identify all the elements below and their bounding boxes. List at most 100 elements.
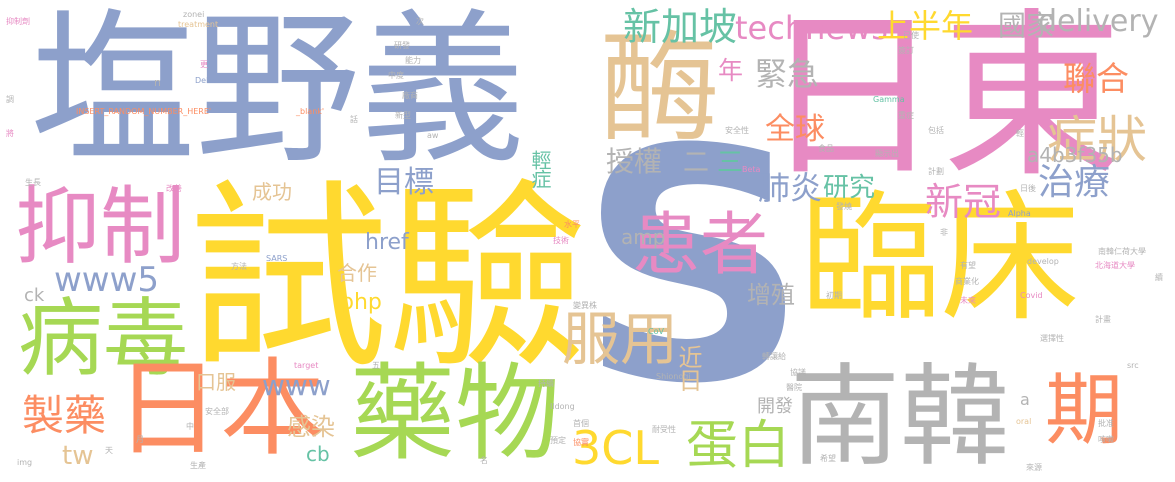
word-diao: 調 (6, 95, 14, 104)
word-koufu: 口服 (196, 370, 236, 394)
word-zhengzhuang: 症狀 (1047, 111, 1147, 169)
word-qianding: 簽訂 (898, 46, 914, 55)
word-guojia: 國家 (998, 9, 1055, 42)
word-xuanzexing: 選擇性 (1040, 334, 1064, 343)
word-href: href (365, 230, 409, 255)
word-insert: INSERT_RANDOM_NUMBER_HERE' (76, 107, 212, 116)
word-gen: 更 (200, 60, 208, 69)
word-yuding: 預定 (550, 436, 566, 445)
word-aw: aw (427, 131, 439, 140)
word-shangbannian: 上半年 (877, 7, 974, 45)
word-shouquan: 授權 (606, 145, 663, 178)
word-bianyizhu: 變異株 (573, 301, 597, 310)
word-nengli: 能力 (405, 56, 421, 65)
word-tw: tw (62, 441, 94, 471)
word-chixu: 持續 (538, 379, 554, 388)
word-blank: _blank' (296, 107, 325, 116)
word-mei: 酶 (600, 20, 720, 159)
word-jiang: 將 (6, 129, 14, 138)
word-amp: amp (621, 225, 666, 249)
word-n: n (154, 76, 161, 89)
word-tuo: 續 (1155, 273, 1163, 282)
word-nian: 年 (718, 56, 744, 85)
word-jisuan: 計劃 (928, 167, 944, 176)
word-shiyan: 試驗 (188, 163, 589, 396)
word-qi: 期 (1045, 366, 1124, 456)
word-baokuo: 包括 (928, 126, 944, 135)
word-quanqiu: 全球 (765, 112, 825, 147)
word-ganran: 感染 (287, 413, 335, 441)
word-fuyong: 服用 (562, 305, 679, 373)
word-shengchan: 生產 (190, 461, 206, 470)
word-hezuo: 合作 (337, 261, 377, 285)
word-beta: Beta (742, 165, 761, 174)
word-fayan: 發燒 (836, 202, 852, 211)
word-ck: ck (24, 285, 45, 306)
word-img: img (17, 458, 33, 467)
word-kesou: 咳嗽 (1098, 435, 1114, 444)
word-yiyuan: 醫院 (786, 383, 802, 392)
word-develop: develop (1027, 257, 1059, 266)
word-cb: cb (306, 442, 330, 466)
word-wu: 五 (372, 361, 380, 370)
word-yanfa: 研發 (394, 41, 410, 50)
word-pizhun: 批准 (1098, 419, 1114, 428)
word-qingzheng: 輕症 (528, 150, 552, 188)
word-a: a (1020, 390, 1030, 409)
word-fangfa: 方法 (231, 262, 247, 271)
word-riben: 日本 (115, 348, 326, 470)
word-shenghao: 廠商 (402, 91, 418, 100)
word-ci: 次 (416, 17, 424, 26)
word-xianshi: 顯示出 (875, 149, 899, 158)
word-zonei: zonei (183, 10, 205, 19)
word-zhiyao: 製藥 (22, 391, 107, 440)
word-jihua: 計畫 (1095, 315, 1111, 324)
word-lianhe: 聯合 (1063, 59, 1129, 98)
word-er: 二 (683, 148, 710, 178)
word-youwang: 有望 (960, 261, 976, 270)
word-xiedao: 協議 (790, 368, 806, 377)
word-delta: Delta (195, 76, 217, 85)
word-naishouxing: 耐受性 (652, 425, 676, 434)
word-yanjiu: 研究 (823, 173, 876, 203)
word-zhuanrang: 轉讓給 (762, 352, 786, 361)
word-kaifa: 開發 (757, 396, 793, 417)
word-bingdu: 病毒 (18, 290, 189, 389)
word-linchuang: 臨床 (800, 178, 1081, 341)
word-zhongdu: 中度 (388, 71, 404, 80)
word-hua: 話 (350, 115, 358, 124)
word-laiyuan: 來源 (1026, 463, 1042, 472)
word-oral: oral (1016, 417, 1032, 426)
word-cov: CoV (648, 327, 664, 336)
word-s: S (578, 82, 809, 454)
word-mubiao: 目標 (374, 165, 434, 200)
word-yizhiji: 抑制劑 (6, 17, 30, 26)
word-anquanxing: 安全性 (725, 126, 749, 135)
word-danbai: 蛋白 (686, 416, 791, 476)
word-covid: Covid (1020, 291, 1043, 300)
word-ildong: Ildong (550, 402, 575, 411)
word-anquanbu: 安全部 (205, 407, 229, 416)
word-yaowu: 藥物 (350, 353, 561, 475)
word-yizhi: 抑制 (15, 178, 186, 277)
word-src: src (1127, 361, 1139, 370)
word-xinxing: 新型 (395, 111, 411, 120)
word-riben-dong: 日東 (762, 0, 1123, 202)
word-jinri: 近日 (674, 345, 702, 391)
word-ribe: 日後 (1020, 184, 1036, 193)
word-shuiping: 水平 (564, 220, 580, 229)
word-shangyehua: 商業化 (955, 277, 979, 286)
word-treatment: treatment (178, 20, 219, 29)
word-zengzhi: 增殖 (747, 281, 795, 309)
word-shipin: 食品 (818, 144, 834, 153)
word-www5: www5 (54, 260, 160, 300)
word-shouli: 首個 (573, 419, 589, 428)
word-3cl: 3CL (572, 421, 660, 475)
word-xinguan: 新冠 (925, 180, 1002, 224)
word-www: www (262, 369, 331, 402)
word-weilai: 未來 (960, 296, 976, 305)
word-yue: 月 (136, 435, 144, 444)
word-huanzhe: 患者 (632, 206, 769, 285)
word-xiwang: 希望 (820, 454, 836, 463)
word-tian: 天 (105, 446, 113, 455)
